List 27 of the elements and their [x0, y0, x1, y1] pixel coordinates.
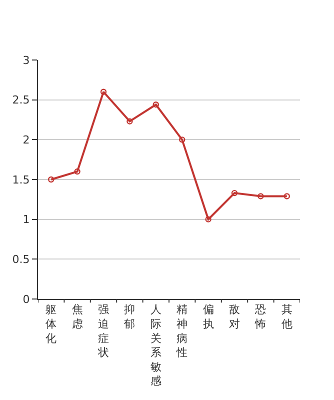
x-tick-label: 其他	[281, 303, 292, 330]
y-tick-label: 1	[22, 213, 30, 226]
y-tick-label: 1.5	[12, 173, 30, 186]
point	[179, 136, 186, 143]
y-tick-label: 0.5	[12, 253, 30, 266]
y-tick-label: 0	[22, 292, 30, 306]
y-tick-label: 2.5	[12, 94, 30, 107]
point	[231, 190, 238, 196]
y-tick-label: 2	[22, 134, 30, 147]
x-tick-label: 焦虑	[72, 303, 83, 330]
point	[258, 193, 264, 200]
x-tick-label: 敌对	[229, 303, 240, 330]
y-tick-label: 3	[22, 54, 30, 67]
x-tick-label: 精神病性	[176, 303, 188, 360]
point	[126, 118, 133, 124]
point	[74, 168, 80, 175]
x-tick-label: 人际关系敏感	[150, 303, 162, 388]
point	[152, 102, 159, 108]
point	[284, 193, 290, 200]
x-tick-label: 偏执	[202, 303, 214, 330]
x-tick-label: 强迫症状	[97, 303, 109, 360]
point	[100, 88, 107, 95]
x-tick-label: 躯体化	[46, 303, 57, 345]
point	[205, 216, 212, 222]
x-tick-label: 抑郁	[124, 303, 136, 330]
point	[48, 176, 54, 183]
x-tick-label: 恐怖	[254, 303, 266, 330]
